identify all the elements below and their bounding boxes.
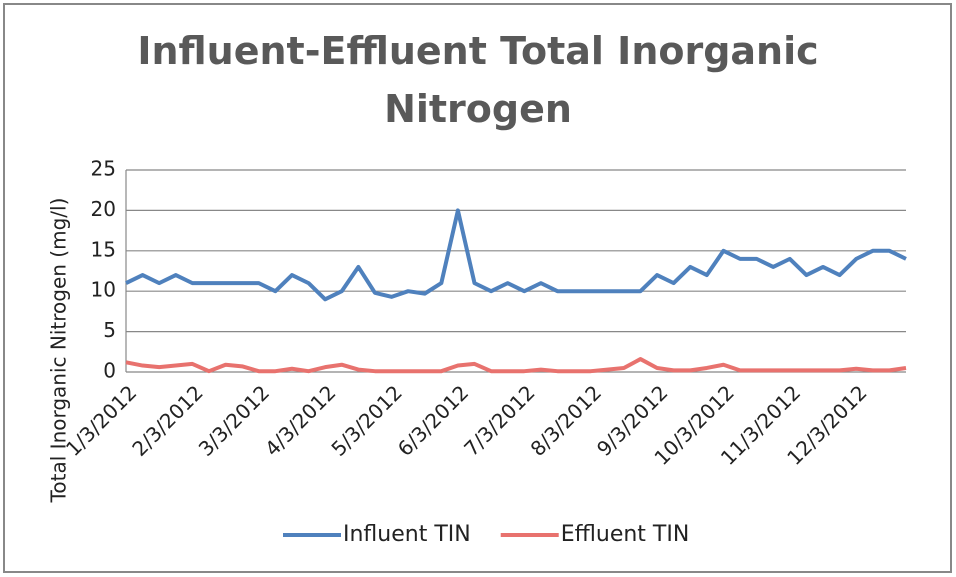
chart-title: Influent-Effluent Total Inorganic Nitrog… <box>137 29 819 131</box>
line-series <box>125 208 907 302</box>
x-tick-label: 5/3/2012 <box>326 380 406 460</box>
x-tick-label: 8/3/2012 <box>526 380 606 460</box>
y-tick-label: 10 <box>91 278 116 302</box>
line-series <box>125 357 907 374</box>
x-tick-label: 4/3/2012 <box>260 380 340 460</box>
y-tick-label: 20 <box>91 197 116 221</box>
y-axis-label: Total Inorganic Nitrogen (mg/l) <box>47 198 71 504</box>
y-tick-label: 0 <box>103 359 116 383</box>
x-tick-label: 3/3/2012 <box>194 380 274 460</box>
x-tick-label: 2/3/2012 <box>127 380 207 460</box>
y-tick-label: 5 <box>103 318 116 342</box>
x-tick-label: 6/3/2012 <box>393 380 473 460</box>
x-tick-label: 1/3/2012 <box>61 380 141 460</box>
frame <box>3 3 952 573</box>
y-tick-label: 25 <box>91 157 116 181</box>
x-tick-label: 7/3/2012 <box>459 380 539 460</box>
legend-label: Influent TIN <box>343 522 471 547</box>
legend-label: Effluent TIN <box>561 522 690 547</box>
y-tick-label: 15 <box>91 237 116 261</box>
